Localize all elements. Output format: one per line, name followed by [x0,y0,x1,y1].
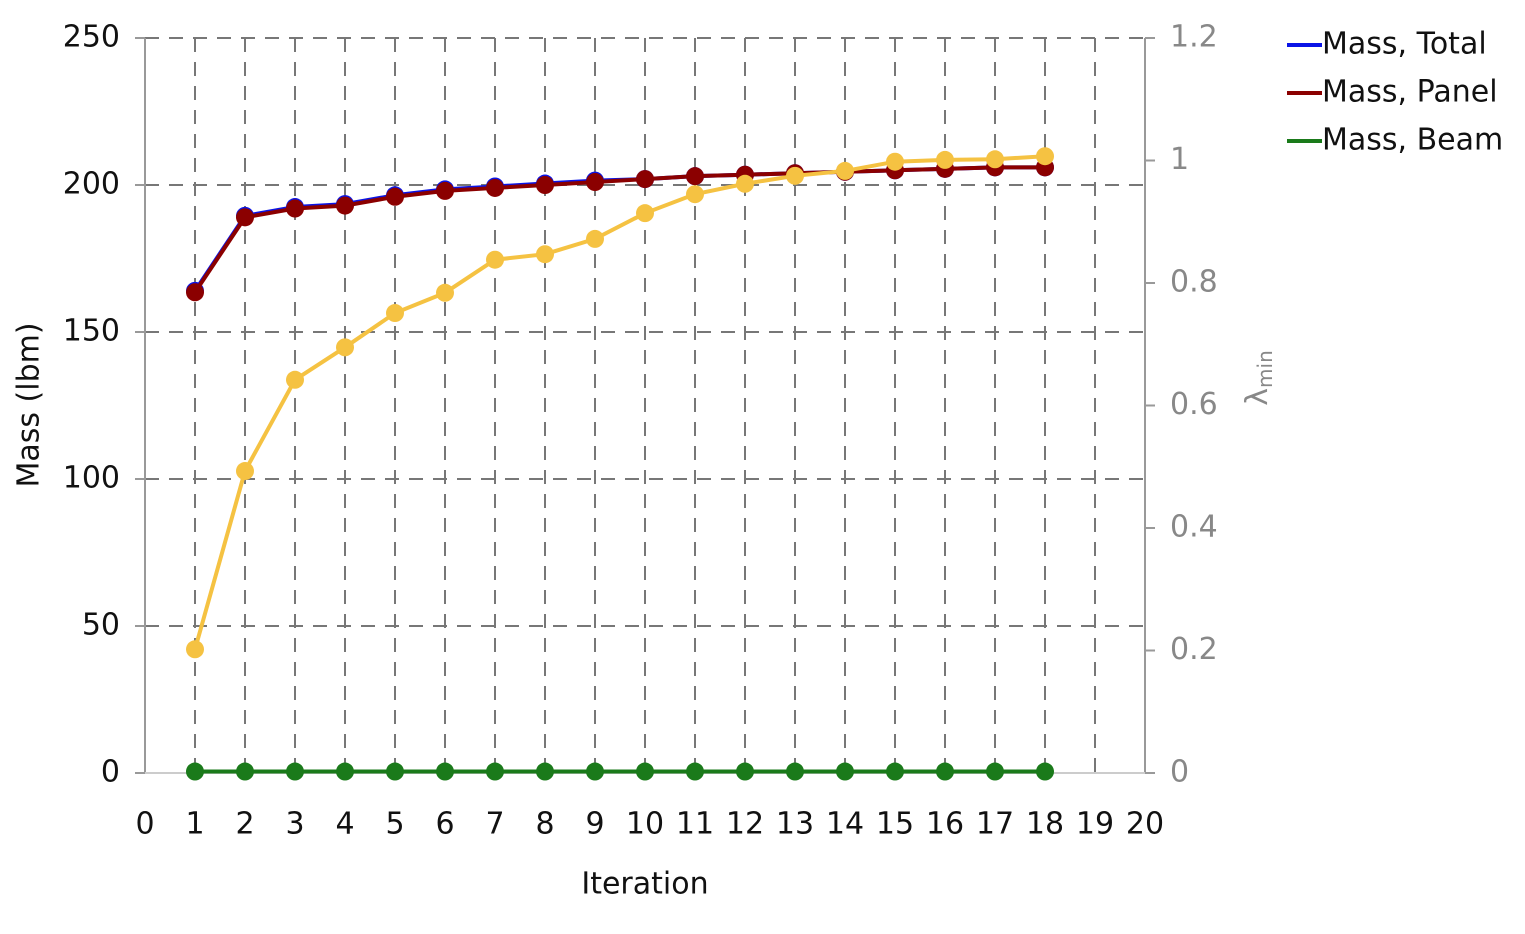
x-tick-label: 2 [235,807,254,842]
series-line [193,165,1045,294]
point [186,283,204,302]
point [486,178,504,197]
x-tick-label: 8 [535,807,554,842]
point [686,167,704,186]
point [286,370,304,389]
point [736,174,754,193]
point [686,762,704,781]
point [336,762,354,781]
y-tick-label: 250 [63,20,120,55]
point [936,762,954,781]
x-tick-label: 13 [776,807,814,842]
point [436,181,454,200]
x-tick-label: 1 [185,807,204,842]
y-tick-label: 100 [63,461,120,496]
y2-axis-label-main: λ [1240,388,1275,406]
point [386,187,404,206]
point [286,762,304,781]
x-tick-label: 11 [676,807,714,842]
legend-label: Mass, Total [1322,27,1487,62]
x-tick-label: 9 [585,807,604,842]
y2-axis-label: λmin [1240,350,1277,405]
point [986,150,1004,169]
point [486,250,504,269]
point [236,462,254,481]
point [536,245,554,264]
point [786,166,804,185]
point [386,304,404,323]
point [336,338,354,357]
x-tick-label: 3 [285,807,304,842]
point [186,762,204,781]
point [936,150,954,169]
series-line [193,154,1046,650]
y-tick-label: 200 [63,167,120,202]
y2-tick-label: 0 [1170,755,1189,790]
point [336,196,354,215]
point [836,161,854,180]
x-tick-label: 17 [976,807,1014,842]
x-tick-label: 14 [826,807,864,842]
x-tick-label: 16 [926,807,964,842]
y-tick-label: 150 [63,314,120,349]
point [686,185,704,204]
x-tick-label: 20 [1126,807,1164,842]
y2-axis-label-sub: min [1253,350,1277,388]
x-tick-label: 7 [485,807,504,842]
y2-tick-label: 0.2 [1170,632,1218,667]
point [736,762,754,781]
point [1036,147,1054,166]
point [636,204,654,223]
x-tick-label: 10 [626,807,664,842]
point [986,762,1004,781]
point [186,640,204,659]
point [1036,762,1054,781]
point [486,762,504,781]
y2-tick-label: 0.8 [1170,265,1218,300]
x-tick-label: 4 [335,807,354,842]
legend-label: Mass, Beam [1322,123,1503,158]
x-tick-label: 5 [385,807,404,842]
point [236,208,254,227]
point [636,170,654,189]
x-tick-label: 12 [726,807,764,842]
point [886,762,904,781]
point [436,762,454,781]
point [536,762,554,781]
point [386,762,404,781]
y-axis-label: Mass (lbm) [12,322,47,487]
y2-tick-label: 1 [1170,142,1189,177]
y2-tick-label: 0.6 [1170,387,1218,422]
y2-tick-label: 0.4 [1170,510,1218,545]
point [586,762,604,781]
point [536,176,554,194]
x-tick-label: 18 [1026,807,1064,842]
point [786,762,804,781]
y-tick-label: 50 [82,608,120,643]
point [586,229,604,248]
point [286,199,304,218]
y-tick-label: 0 [101,755,120,790]
point [636,762,654,781]
y2-tick-label: 1.2 [1170,20,1218,55]
point [836,762,854,781]
point [886,152,904,171]
x-tick-label: 0 [135,807,154,842]
point [236,762,254,781]
point [586,173,604,192]
x-tick-label: 19 [1076,807,1114,842]
point [436,283,454,302]
x-tick-label: 15 [876,807,914,842]
legend-label: Mass, Panel [1322,75,1498,110]
x-tick-label: 6 [435,807,454,842]
x-axis-label: Iteration [581,867,708,902]
